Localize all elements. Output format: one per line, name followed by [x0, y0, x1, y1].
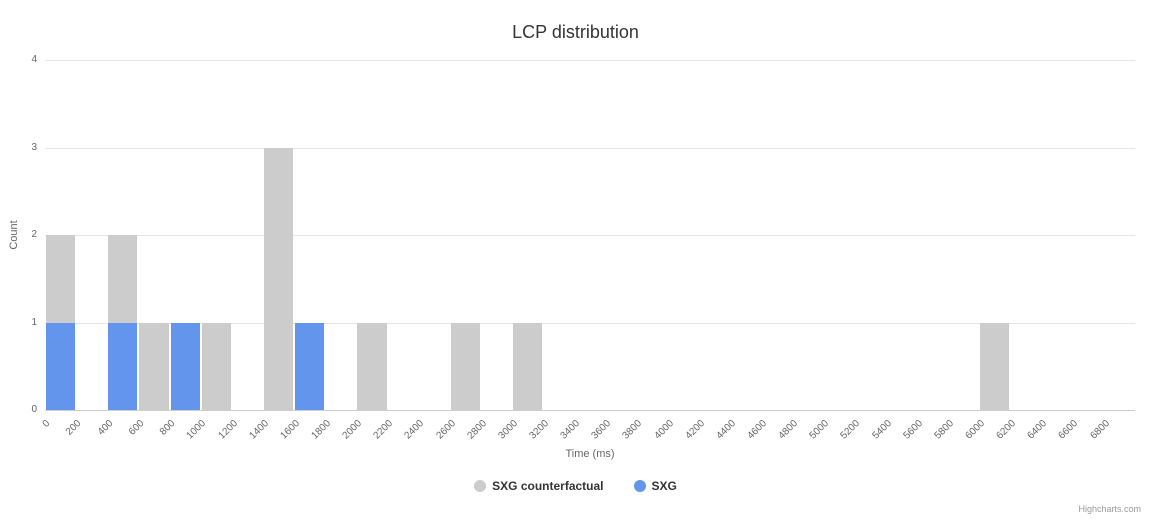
legend-label: SXG counterfactual: [492, 479, 604, 493]
x-tick-label: 5000: [807, 418, 832, 442]
x-axis-line: [45, 410, 1135, 411]
y-tick-label: 2: [31, 229, 37, 240]
legend-label: SXG: [651, 479, 677, 493]
gridline: [45, 147, 1135, 149]
y-tick-label: 4: [31, 54, 37, 65]
bar-sxg-counterfactual[interactable]: [201, 322, 231, 410]
bar-sxg-counterfactual[interactable]: [264, 147, 294, 410]
bar-sxg[interactable]: [46, 322, 76, 410]
y-tick-label: 0: [31, 404, 37, 415]
legend-item-sxg[interactable]: SXG: [633, 479, 677, 493]
legend: SXG counterfactual SXG: [0, 479, 1151, 493]
y-tick-label: 1: [31, 316, 37, 328]
legend-marker-icon: [474, 480, 487, 492]
x-tick-label: 400: [95, 418, 116, 438]
x-tick-label: 4400: [714, 418, 738, 442]
x-tick-label: 2200: [371, 418, 396, 442]
x-tick-label: 4800: [776, 418, 801, 442]
x-tick-label: 6200: [994, 418, 1019, 442]
x-tick-label: 1400: [247, 418, 271, 442]
x-tick-label: 3200: [527, 418, 552, 442]
x-tick-label: 3400: [558, 418, 583, 442]
chart-title: LCP distribution: [512, 22, 639, 42]
bar-sxg-counterfactual[interactable]: [450, 322, 480, 410]
x-tick-label: 200: [64, 418, 84, 438]
x-tick-label: 0: [41, 418, 53, 430]
gridline: [45, 235, 1135, 236]
bar-sxg-counterfactual[interactable]: [139, 322, 169, 410]
x-tick-label: 3800: [620, 418, 645, 442]
x-tick-label: 5400: [870, 418, 894, 442]
gridline: [45, 60, 1135, 61]
bar-sxg[interactable]: [295, 322, 325, 410]
x-tick-label: 600: [126, 418, 147, 438]
bar-sxg[interactable]: [170, 322, 200, 410]
x-tick-label: 4000: [652, 418, 676, 442]
x-tick-label: 6600: [1056, 418, 1081, 442]
x-tick-label: 6400: [1025, 418, 1050, 442]
x-tick-label: 2600: [434, 418, 458, 442]
x-tick-label: 5200: [838, 418, 863, 442]
bar-sxg-counterfactual[interactable]: [357, 322, 387, 410]
y-tick-label: 3: [31, 141, 37, 153]
x-tick-label: 4600: [745, 418, 770, 442]
legend-marker-icon: [633, 480, 646, 492]
x-tick-label: 5600: [901, 418, 925, 442]
x-tick-label: 4200: [683, 418, 707, 442]
x-tick-label: 6800: [1088, 418, 1112, 442]
x-tick-label: 3000: [496, 418, 520, 442]
x-tick-label: 1200: [216, 418, 240, 442]
x-tick-label: 2800: [465, 418, 489, 442]
x-tick-label: 1000: [184, 418, 209, 442]
bar-sxg-counterfactual[interactable]: [513, 322, 543, 410]
x-tick-label: 6000: [963, 418, 988, 442]
x-tick-label: 3600: [589, 418, 614, 442]
credits-link[interactable]: Highcharts.com: [1078, 504, 1141, 514]
x-tick-label: 800: [157, 418, 178, 438]
bar-sxg[interactable]: [108, 322, 138, 410]
bar-sxg-counterfactual[interactable]: [980, 322, 1010, 410]
gridline: [45, 322, 1135, 324]
x-tick-label: 1600: [278, 418, 302, 442]
x-tick-label: 5800: [932, 418, 956, 442]
x-axis-title: Time (ms): [565, 448, 615, 460]
legend-item-sxg-counterfactual[interactable]: SXG counterfactual: [474, 479, 604, 493]
x-tick-label: 2000: [340, 418, 365, 442]
x-tick-label: 1800: [309, 418, 334, 442]
x-tick-label: 2400: [402, 418, 427, 442]
